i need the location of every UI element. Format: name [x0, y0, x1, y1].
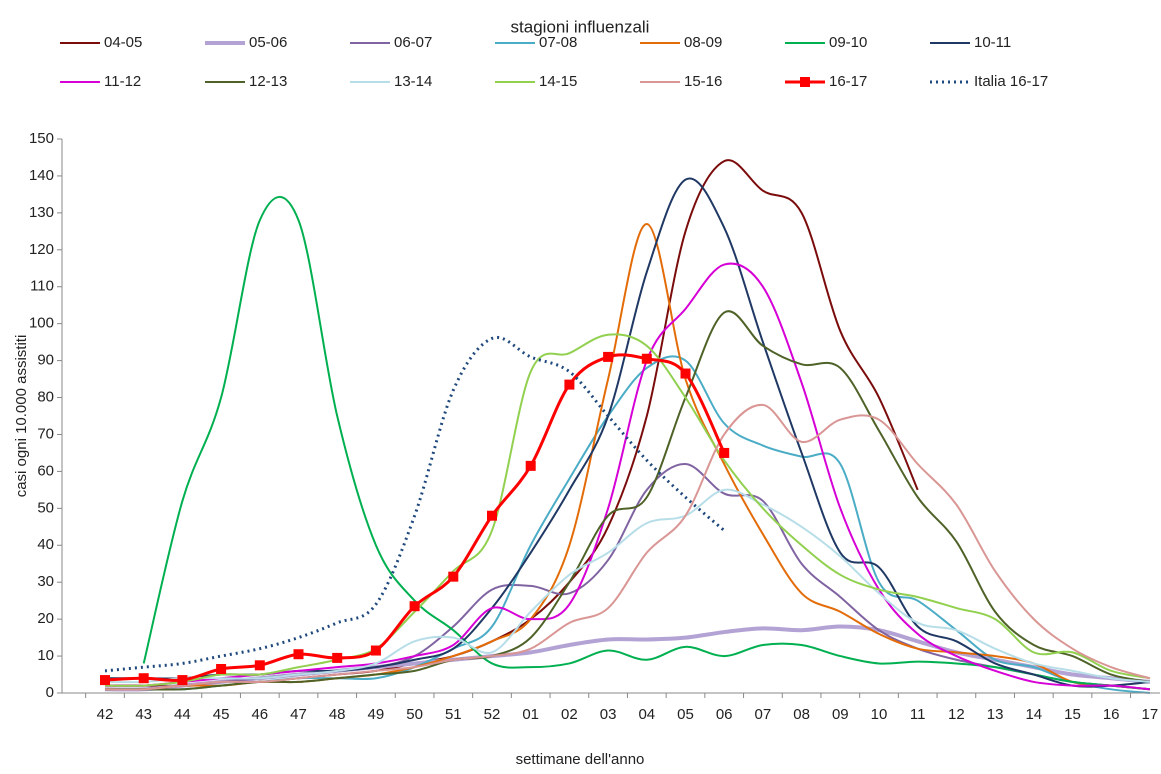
x-tick-label: 47 [290, 706, 307, 723]
y-tick-label: 90 [37, 352, 54, 369]
series-line [104, 488, 1150, 684]
y-tick-label: 20 [37, 610, 54, 627]
series-line [104, 159, 919, 687]
y-axis-title: casi ogni 10.000 assistiti [13, 335, 30, 498]
x-tick-label: 16 [1103, 706, 1120, 723]
point-marker [641, 353, 652, 364]
series-line [142, 196, 1150, 691]
point-marker [254, 660, 265, 671]
y-tick-label: 100 [29, 315, 54, 332]
x-tick-label: 45 [213, 706, 230, 723]
legend-label: 05-06 [249, 34, 287, 51]
y-tick-label: 60 [37, 462, 54, 479]
y-tick-label: 130 [29, 204, 54, 221]
x-tick-label: 46 [251, 706, 268, 723]
legend-label: 07-08 [539, 34, 577, 51]
series-line [104, 403, 1151, 691]
legend-label: 12-13 [249, 73, 287, 90]
series-line [105, 310, 1151, 691]
x-tick-label: 01 [522, 706, 539, 723]
legend-label: 11-12 [104, 73, 141, 90]
x-tick-label: 05 [677, 706, 694, 723]
y-tick-label: 70 [37, 425, 54, 442]
point-marker [603, 351, 614, 362]
x-tick-label: 42 [97, 706, 114, 723]
x-tick-label: 02 [561, 706, 578, 723]
y-tick-label: 40 [37, 536, 54, 553]
legend-label: 08-09 [684, 34, 722, 51]
plot-area [100, 159, 1151, 694]
x-tick-label: 50 [406, 706, 423, 723]
legend-label: 04-05 [104, 34, 142, 51]
legend-marker [800, 77, 810, 87]
series-line [104, 335, 726, 673]
x-tick-label: 13 [987, 706, 1004, 723]
y-tick-label: 10 [37, 647, 54, 664]
point-marker [564, 379, 575, 390]
legend-label: 09-10 [829, 34, 867, 51]
y-tick-label: 150 [29, 130, 54, 147]
series-line [104, 353, 726, 682]
y-tick-label: 50 [37, 499, 54, 516]
x-tick-label: 17 [1142, 706, 1159, 723]
legend-label: Italia 16-17 [974, 73, 1048, 90]
series-line [104, 222, 1150, 691]
x-tick-label: 44 [174, 706, 191, 723]
y-tick-label: 80 [37, 389, 54, 406]
legend-label: 15-16 [684, 73, 722, 90]
point-marker [138, 673, 149, 684]
point-marker [370, 645, 381, 656]
x-tick-label: 11 [910, 706, 926, 723]
x-axis-title: settimane dell'anno [516, 751, 645, 768]
point-marker [177, 675, 188, 686]
x-tick-label: 15 [1064, 706, 1081, 723]
x-tick-label: 14 [1025, 706, 1042, 723]
series-line [104, 333, 1151, 687]
legend-label: 13-14 [394, 73, 432, 90]
y-tick-label: 0 [46, 684, 54, 701]
y-tick-label: 140 [29, 167, 54, 184]
x-tick-label: 09 [832, 706, 849, 723]
x-tick-label: 51 [445, 706, 462, 723]
x-tick-label: 12 [948, 706, 965, 723]
chart-title: stagioni influenzali [511, 17, 650, 36]
point-marker [332, 652, 343, 663]
series-line [104, 262, 1150, 691]
y-tick-label: 120 [29, 241, 54, 258]
point-marker [487, 510, 497, 521]
y-tick-label: 110 [30, 278, 54, 295]
point-marker [293, 649, 304, 660]
x-tick-label: 48 [329, 706, 346, 723]
point-marker [409, 601, 420, 612]
x-tick-label: 52 [484, 706, 501, 723]
x-tick-label: 43 [135, 706, 152, 723]
point-marker [216, 663, 227, 674]
legend-label: 06-07 [394, 34, 432, 51]
point-marker [719, 447, 730, 458]
point-marker [100, 675, 110, 686]
y-tick-label: 30 [37, 573, 54, 590]
x-tick-label: 04 [638, 706, 655, 723]
point-marker [680, 368, 691, 379]
x-tick-label: 06 [716, 706, 733, 723]
x-tick-label: 03 [600, 706, 617, 723]
x-tick-label: 07 [755, 706, 772, 723]
x-tick-label: 10 [871, 706, 888, 723]
point-marker [448, 571, 459, 582]
point-marker [525, 460, 536, 471]
legend-label: 14-15 [539, 73, 577, 90]
legend-label: 16-17 [829, 73, 867, 90]
x-tick-label: 08 [793, 706, 810, 723]
legend-label: 10-11 [974, 34, 1011, 51]
x-tick-label: 49 [368, 706, 385, 723]
